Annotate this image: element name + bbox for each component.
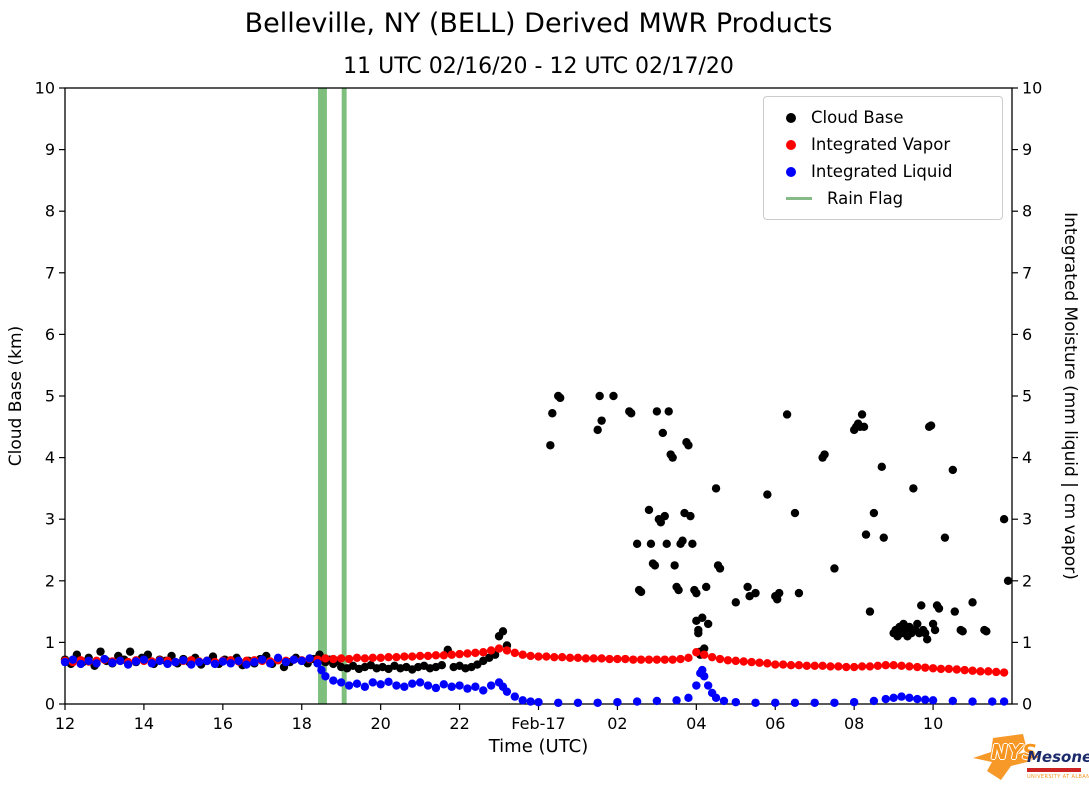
svg-text:10: 10 — [1022, 79, 1042, 98]
svg-text:22: 22 — [449, 714, 469, 733]
legend-item-integrated-liquid: Integrated Liquid — [764, 158, 1002, 185]
svg-text:2: 2 — [1022, 571, 1032, 590]
legend-line-marker — [786, 197, 812, 200]
svg-text:02: 02 — [607, 714, 627, 733]
svg-text:4: 4 — [1022, 448, 1032, 467]
legend-item-integrated-vapor: Integrated Vapor — [764, 131, 1002, 158]
svg-text:7: 7 — [1022, 263, 1032, 282]
svg-text:0: 0 — [45, 695, 55, 714]
x-axis-label: Time (UTC) — [488, 736, 589, 757]
svg-text:06: 06 — [765, 714, 785, 733]
svg-text:Feb-17: Feb-17 — [511, 714, 565, 733]
svg-text:6: 6 — [1022, 325, 1032, 344]
nys-mesonet-logo: NYS Mesonet UNIVERSITY AT ALBANY — [971, 726, 1089, 796]
axis-ticks — [59, 87, 1018, 710]
rain-flag-lines — [318, 88, 347, 704]
svg-text:14: 14 — [134, 714, 154, 733]
legend-item-cloud-base: Cloud Base — [764, 104, 1002, 131]
svg-text:0: 0 — [1022, 695, 1032, 714]
legend-label: Rain Flag — [827, 189, 904, 208]
svg-text:5: 5 — [1022, 387, 1032, 406]
svg-text:18: 18 — [292, 714, 312, 733]
svg-text:1: 1 — [45, 633, 55, 652]
y-axis-label-right: Integrated Moisture (mm liquid | cm vapo… — [1060, 212, 1080, 580]
chart-subtitle: 11 UTC 02/16/20 - 12 UTC 02/17/20 — [343, 54, 734, 79]
svg-text:8: 8 — [1022, 202, 1032, 221]
legend-label: Cloud Base — [811, 108, 904, 127]
ny-state-shape-icon — [973, 734, 1039, 780]
legend-label: Integrated Liquid — [811, 162, 953, 181]
svg-text:3: 3 — [1022, 510, 1032, 529]
logo-nys-text: NYS — [991, 740, 1037, 764]
svg-text:9: 9 — [1022, 140, 1032, 159]
chart-title: Belleville, NY (BELL) Derived MWR Produc… — [244, 8, 833, 39]
svg-text:5: 5 — [45, 387, 55, 406]
svg-text:12: 12 — [55, 714, 75, 733]
series-cloud-base — [60, 391, 1013, 674]
logo-mesonet-text: Mesonet — [1027, 748, 1089, 766]
legend-dot-marker — [786, 166, 796, 177]
svg-text:16: 16 — [213, 714, 233, 733]
svg-text:2: 2 — [45, 571, 55, 590]
svg-text:6: 6 — [45, 325, 55, 344]
y-axis-label-left: Cloud Base (km) — [6, 325, 26, 467]
svg-text:08: 08 — [844, 714, 864, 733]
legend-dot-marker — [786, 112, 796, 123]
svg-text:7: 7 — [45, 263, 55, 282]
legend-dot-marker — [786, 139, 796, 150]
legend-item-rain-flag: Rain Flag — [764, 185, 1002, 212]
svg-text:20: 20 — [370, 714, 390, 733]
logo-tagline-text: UNIVERSITY AT ALBANY — [1027, 774, 1089, 780]
svg-text:04: 04 — [686, 714, 706, 733]
svg-text:1: 1 — [1022, 633, 1032, 652]
svg-text:10: 10 — [35, 79, 55, 98]
svg-text:9: 9 — [45, 140, 55, 159]
series-integrated-liquid — [60, 653, 1009, 707]
svg-text:3: 3 — [45, 510, 55, 529]
legend: Cloud Base Integrated Vapor Integrated Liq… — [763, 96, 1003, 220]
svg-text:4: 4 — [45, 448, 55, 467]
svg-text:8: 8 — [45, 202, 55, 221]
logo-red-bar — [1027, 768, 1081, 772]
svg-text:10: 10 — [923, 714, 943, 733]
legend-label: Integrated Vapor — [811, 135, 951, 154]
